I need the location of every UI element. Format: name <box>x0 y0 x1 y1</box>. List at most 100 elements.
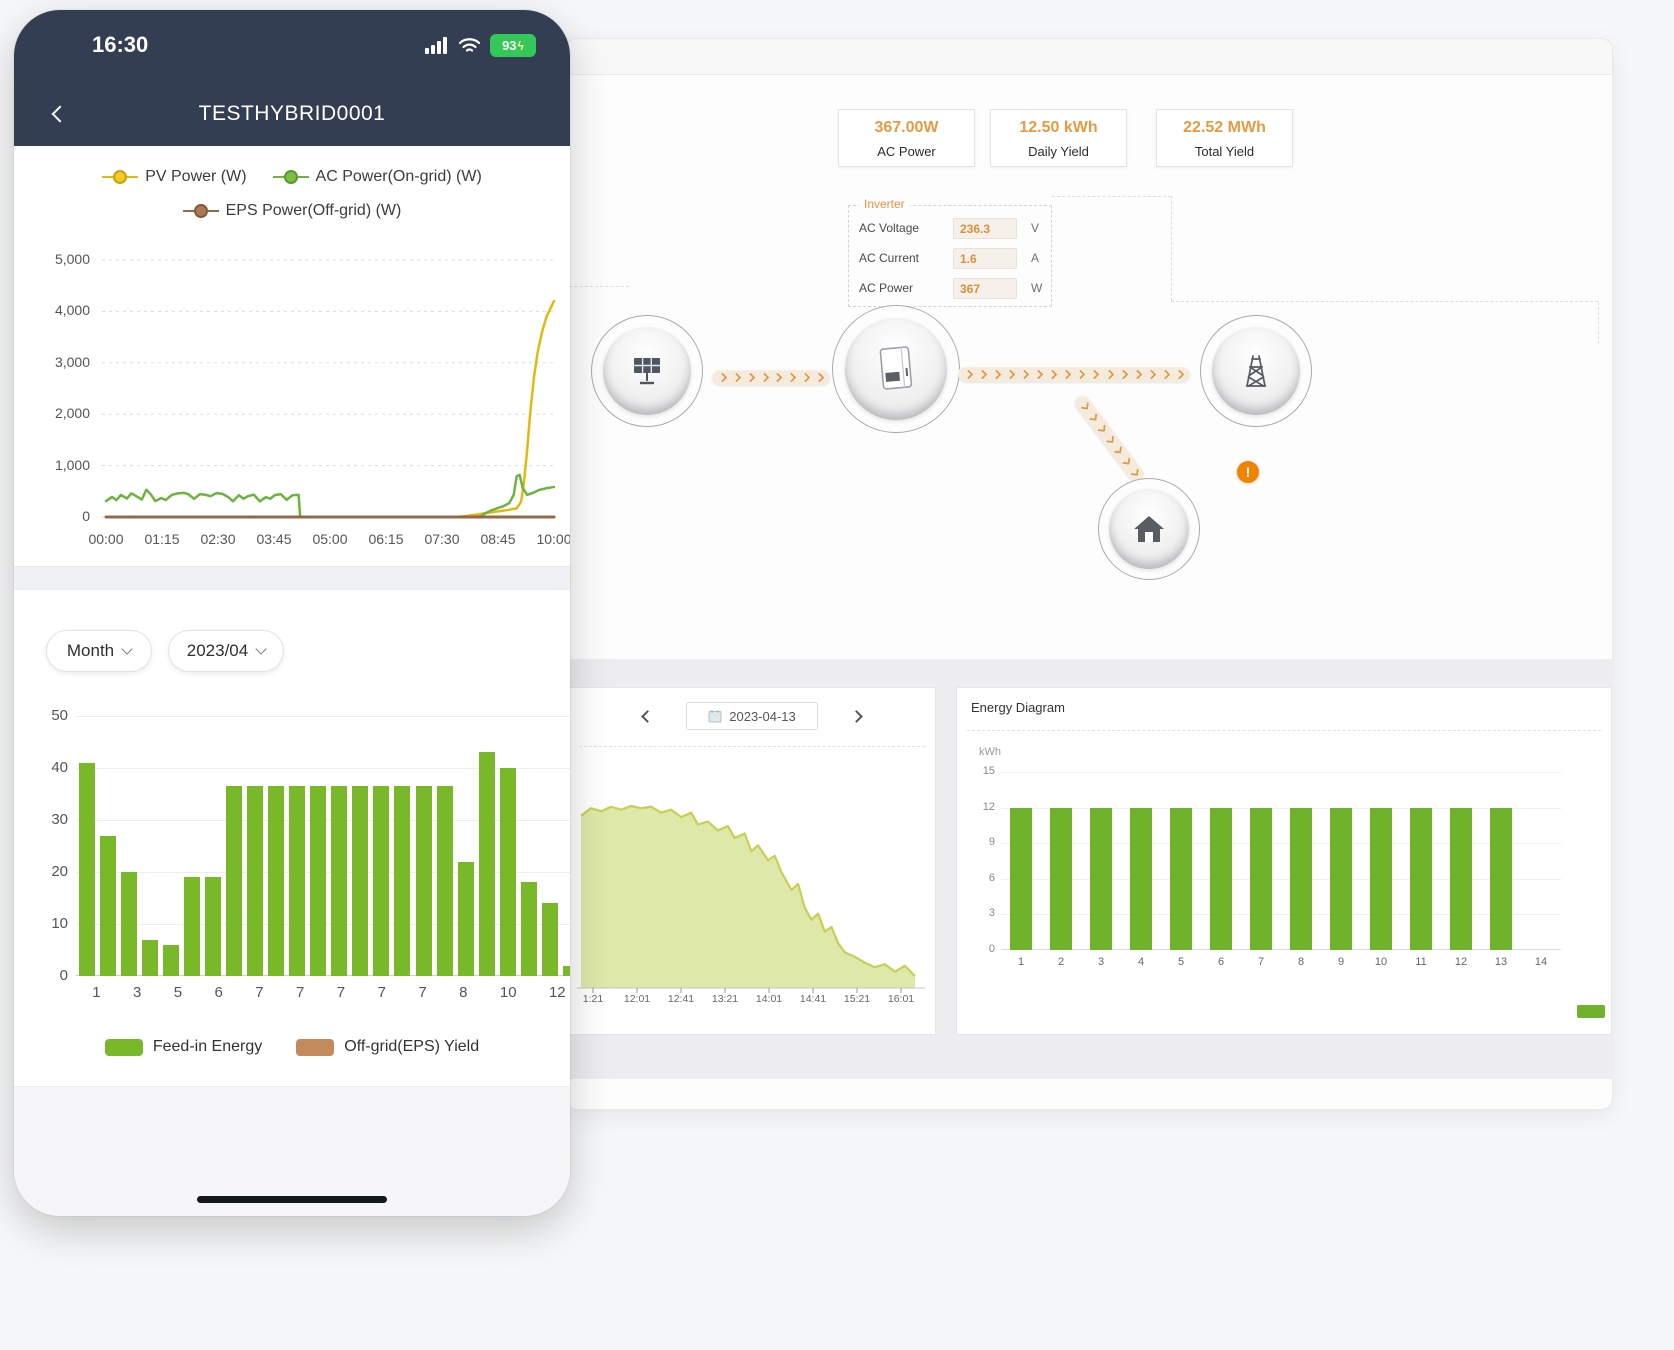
y-axis-unit: kWh <box>979 746 1001 758</box>
charging-bolt-icon: ϟ <box>517 38 524 53</box>
bar <box>184 877 201 976</box>
x-tick-label: 06:15 <box>368 531 404 547</box>
x-tick-label: 5 <box>1177 956 1185 968</box>
bar <box>1010 807 1032 950</box>
bar <box>331 786 348 976</box>
bar-slot <box>1361 772 1401 950</box>
legend-item-pv-power: PV Power (W) <box>102 168 247 186</box>
period-dropdown-label: Month <box>66 641 115 660</box>
inverter-icon <box>879 346 913 390</box>
x-tick-label: 7 <box>296 984 305 1001</box>
power-chart-legend-row1: PV Power (W) AC Power(On-grid) (W) <box>14 168 570 186</box>
row-unit: V <box>1031 221 1040 235</box>
calendar-icon <box>708 710 722 723</box>
node-inverter[interactable] <box>832 305 960 433</box>
flow-arrows-inverter-to-home <box>1072 392 1148 485</box>
bar <box>1250 807 1272 950</box>
bar-slot <box>1121 772 1161 950</box>
bar <box>499 768 516 976</box>
row-value: 236.3 <box>953 218 1017 239</box>
phone-footer <box>14 1086 570 1216</box>
bar <box>1370 807 1392 950</box>
bar <box>394 786 411 976</box>
y-tick-label: 0 <box>988 943 995 955</box>
x-tick-label: 1 <box>1017 956 1025 968</box>
bar <box>1170 807 1192 950</box>
bar <box>436 786 453 976</box>
inverter-readings-panel: Inverter AC Voltage 236.3 V AC Current 1… <box>848 197 1052 307</box>
next-day-button[interactable] <box>850 709 863 723</box>
period-dropdown[interactable]: Month <box>46 630 152 672</box>
warning-badge[interactable]: ! <box>1237 461 1259 483</box>
bar <box>1050 807 1072 950</box>
bar <box>121 872 138 976</box>
x-tick-label: 2 <box>1057 956 1065 968</box>
x-tick-label: 7 <box>255 984 264 1001</box>
dashed-connector <box>1171 301 1598 302</box>
month-chart-x-axis: 1 3 5 6 7 7 7 7 7 8 10 12 <box>76 984 570 1004</box>
row-value: 1.6 <box>953 248 1017 269</box>
node-home[interactable] <box>1098 478 1200 580</box>
bars-row <box>76 716 570 976</box>
bar-slot <box>1241 772 1281 950</box>
legend-item-off-grid: Off-grid(EPS) Yield <box>296 1038 479 1056</box>
x-tick-label: 12:01 <box>623 993 651 1005</box>
date-picker[interactable]: 2023-04-13 <box>686 702 818 730</box>
bar <box>1330 807 1352 950</box>
bar <box>100 835 117 976</box>
home-indicator[interactable] <box>197 1196 387 1203</box>
node-grid[interactable] <box>1200 315 1312 427</box>
prev-day-button[interactable] <box>641 709 654 723</box>
y-tick-label: 5,000 <box>54 251 90 267</box>
month-bar-chart <box>76 716 570 976</box>
x-tick-label: 13:21 <box>711 993 739 1005</box>
energy-legend-swatch <box>1577 1005 1605 1018</box>
gridline <box>1001 914 1561 916</box>
x-tick-label: 08:45 <box>480 531 516 547</box>
x-tick-label: 11 <box>1415 956 1427 968</box>
battery-indicator: 93 ϟ <box>490 34 536 57</box>
y-tick-label: 50 <box>51 707 68 724</box>
energy-diagram-card: Energy Diagram kWh 15 12 9 6 3 0 1 2 3 4 5 6 7 8 9 10 1… <box>956 687 1612 1035</box>
energy-diagram-title: Energy Diagram <box>971 700 1065 715</box>
legend-swatch <box>296 1038 335 1056</box>
battery-percent: 93 <box>502 38 517 53</box>
day-area-chart <box>577 804 925 993</box>
bars-row <box>1001 772 1561 950</box>
bar <box>373 786 390 976</box>
month-chart-y-axis: 50 40 30 20 10 0 <box>28 707 68 984</box>
power-chart-legend-row2: EPS Power(Off-grid) (W) <box>14 202 570 220</box>
cell-signal-icon <box>425 37 447 54</box>
month-dropdown-label: 2023/04 <box>186 641 249 660</box>
legend-marker <box>182 204 219 218</box>
bar-slot <box>1041 772 1081 950</box>
row-unit: W <box>1031 281 1043 295</box>
flow-arrows-inverter-to-grid <box>958 366 1190 382</box>
status-icons: 93 ϟ <box>425 34 536 57</box>
month-dropdown[interactable]: 2023/04 <box>168 630 284 672</box>
gridline <box>1001 807 1561 809</box>
x-tick-label: 03:45 <box>256 531 292 547</box>
y-tick-label: 15 <box>982 765 995 777</box>
gridline <box>76 716 570 717</box>
stat-value: 22.52 MWh <box>1183 119 1266 136</box>
stat-label: Daily Yield <box>1028 144 1089 159</box>
y-tick-label: 10 <box>51 915 68 932</box>
dashed-connector <box>1171 196 1172 301</box>
bar <box>1450 807 1472 950</box>
x-tick-label: 7 <box>418 984 427 1001</box>
node-solar-panels[interactable] <box>591 315 703 427</box>
stat-card-ac-power: 367.00W AC Power <box>838 109 975 167</box>
y-tick-label: 9 <box>988 836 995 849</box>
bar <box>457 861 474 976</box>
stat-value: 367.00W <box>874 119 939 136</box>
bar <box>352 786 369 976</box>
x-tick-label: 10 <box>499 984 517 1001</box>
bar-slot <box>1321 772 1361 950</box>
bar <box>562 965 570 976</box>
x-tick-label: 10 <box>1374 956 1388 968</box>
bar <box>478 752 495 976</box>
bar-slot <box>1081 772 1121 950</box>
x-tick-label: 8 <box>459 984 468 1001</box>
bar <box>520 882 537 976</box>
